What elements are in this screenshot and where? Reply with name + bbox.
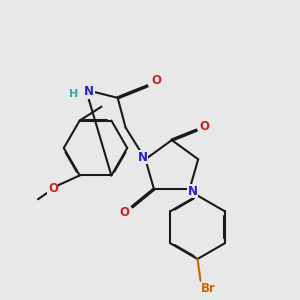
Text: O: O (151, 74, 161, 88)
Text: O: O (48, 182, 58, 195)
Text: O: O (200, 120, 209, 133)
Text: N: N (137, 151, 147, 164)
Text: N: N (188, 184, 198, 198)
Text: H: H (70, 89, 79, 99)
Text: N: N (84, 85, 94, 98)
Text: Br: Br (201, 282, 216, 295)
Text: O: O (119, 206, 129, 219)
